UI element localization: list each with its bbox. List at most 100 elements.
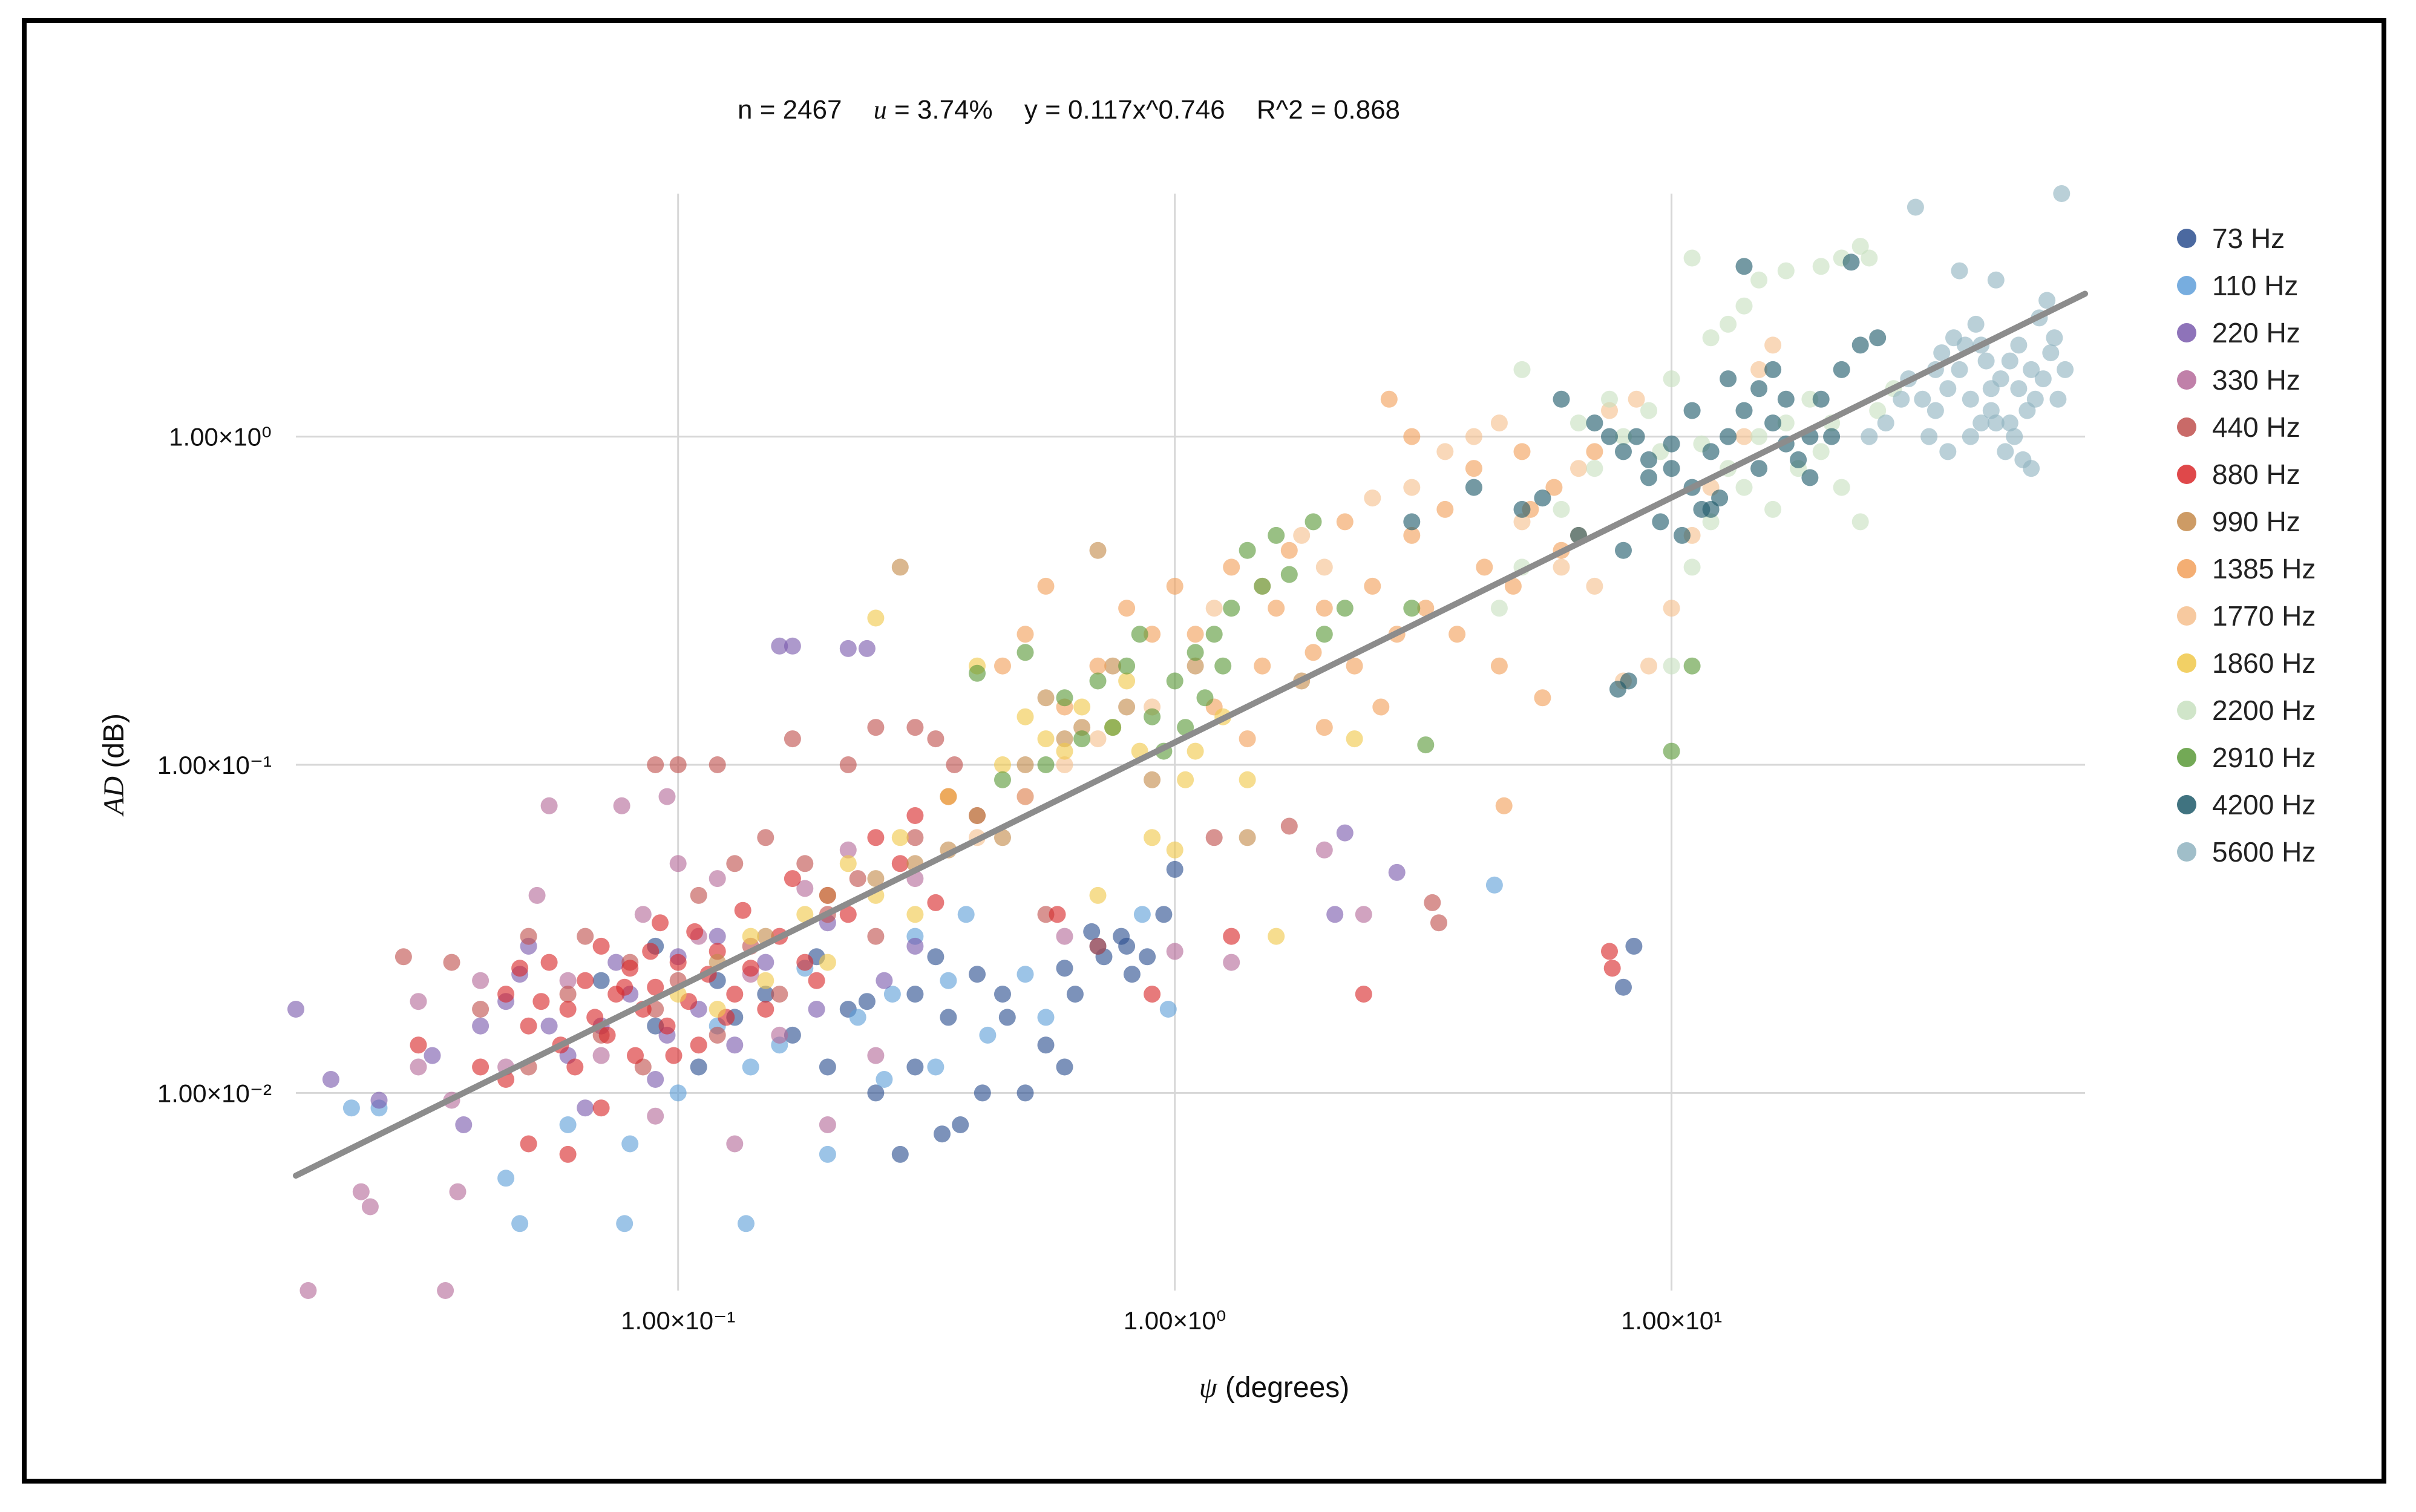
data-point — [1315, 841, 1333, 859]
data-point — [1364, 489, 1381, 507]
data-point — [577, 928, 594, 945]
y-axis-title: AD (dB) — [98, 713, 130, 817]
legend-item: 1385 Hz — [2177, 553, 2316, 584]
legend-label: 880 Hz — [2212, 459, 2300, 490]
data-point — [642, 943, 660, 960]
data-point — [1977, 352, 1995, 370]
data-point — [1104, 719, 1122, 736]
data-point — [1609, 681, 1626, 698]
data-point — [577, 972, 594, 989]
data-point — [1254, 657, 1271, 675]
data-point — [1702, 513, 1720, 531]
data-point — [734, 902, 751, 919]
data-point — [819, 1058, 836, 1076]
data-point — [1534, 489, 1551, 507]
data-point — [287, 1001, 304, 1018]
legend-item: 1860 Hz — [2177, 647, 2316, 679]
legend-label: 5600 Hz — [2212, 836, 2316, 868]
data-point — [994, 771, 1011, 788]
data-point — [906, 719, 924, 736]
data-point — [2049, 390, 2067, 408]
data-point — [934, 1125, 951, 1143]
legend-item: 2200 Hz — [2177, 695, 2316, 726]
data-point — [876, 1071, 893, 1088]
data-point — [1663, 600, 1680, 617]
data-point — [1346, 730, 1363, 748]
data-point — [1239, 542, 1256, 559]
data-point — [1223, 954, 1240, 971]
data-point — [1603, 960, 1621, 977]
data-point — [1049, 906, 1066, 923]
data-point — [867, 1084, 885, 1102]
data-point — [998, 1009, 1016, 1026]
data-point — [613, 797, 630, 814]
data-point — [1982, 380, 2000, 398]
stats-u-value: = 3.74% — [894, 95, 993, 125]
data-point — [424, 1047, 441, 1064]
data-point — [647, 1017, 664, 1035]
data-point — [1166, 841, 1183, 859]
data-point — [1268, 526, 1285, 544]
data-point — [540, 954, 558, 971]
data-point — [658, 788, 676, 805]
data-point — [906, 829, 924, 846]
data-point — [1346, 657, 1363, 675]
data-point — [1951, 262, 1968, 280]
data-point — [472, 1058, 489, 1076]
data-point — [1485, 876, 1503, 894]
data-point — [1652, 513, 1669, 531]
data-point — [1601, 390, 1618, 408]
x-axis-title: ψ (degrees) — [1199, 1372, 1350, 1404]
data-point — [1056, 689, 1073, 707]
data-point — [757, 829, 774, 846]
data-point — [867, 829, 885, 846]
data-point — [1683, 249, 1701, 267]
data-point — [784, 1026, 801, 1044]
data-point — [1801, 469, 1819, 486]
data-point — [1155, 906, 1173, 923]
data-point — [757, 972, 774, 989]
data-point — [867, 928, 885, 945]
data-point — [891, 855, 909, 872]
data-point — [1490, 600, 1508, 617]
data-point — [1640, 451, 1657, 468]
data-point — [1380, 390, 1398, 408]
data-point — [839, 841, 857, 859]
data-point — [1166, 672, 1183, 690]
data-point — [669, 1084, 687, 1102]
data-point — [1214, 657, 1232, 675]
data-point — [472, 1017, 489, 1035]
scatter-chart: 1.00×10⁻¹ 1.00×10⁰ 1.00×10¹ 1.00×10⁻² 1.00×1… — [98, 95, 2316, 1404]
x-axis-label: (degrees) — [1225, 1372, 1349, 1404]
data-point — [1750, 271, 1768, 289]
data-point — [1016, 788, 1034, 805]
data-point — [1735, 479, 1753, 496]
data-point — [1305, 513, 1322, 531]
data-point — [647, 1001, 664, 1018]
data-point — [819, 886, 836, 904]
data-point — [1056, 756, 1073, 773]
data-point — [1016, 966, 1034, 983]
data-point — [742, 960, 759, 977]
data-point — [1364, 577, 1381, 595]
data-point — [1430, 914, 1447, 932]
data-point — [1570, 414, 1587, 432]
data-point — [1166, 860, 1183, 878]
data-point — [1735, 428, 1753, 445]
data-point — [1037, 1036, 1055, 1054]
data-point — [927, 730, 944, 748]
legend-marker — [2177, 512, 2196, 531]
data-point — [1056, 960, 1073, 977]
data-point — [891, 1145, 909, 1163]
data-point — [449, 1183, 467, 1200]
legend-marker — [2177, 795, 2196, 814]
data-point — [1962, 390, 1979, 408]
data-point — [808, 972, 825, 989]
data-point — [1280, 817, 1298, 835]
data-point — [849, 870, 866, 888]
data-point — [1750, 428, 1768, 445]
chart-frame: 1.00×10⁻¹ 1.00×10⁰ 1.00×10¹ 1.00×10⁻² 1.00×1… — [22, 18, 2386, 1484]
data-point — [1133, 906, 1151, 923]
legend-label: 990 Hz — [2212, 506, 2300, 537]
data-point — [1513, 443, 1531, 460]
